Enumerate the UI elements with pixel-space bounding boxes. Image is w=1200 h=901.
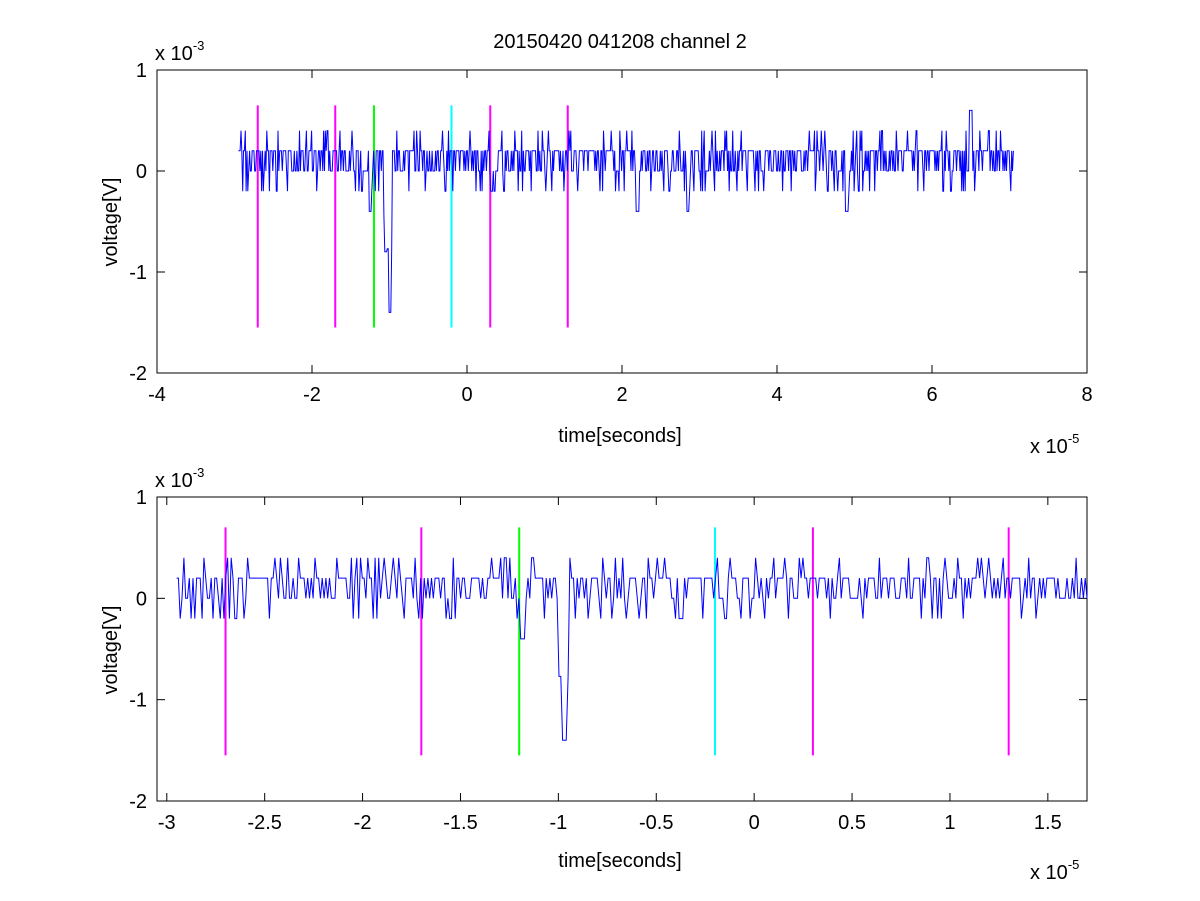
top-plot-ytick-label: 1 — [136, 60, 147, 82]
bottom-plot-x-exponent: x 10-5 — [1030, 857, 1079, 884]
bottom-plot-xlabel: time[seconds] — [558, 850, 681, 872]
bottom-plot-y-exponent: x 10-3 — [155, 465, 204, 492]
bottom-plot-xtick-label: 0 — [749, 812, 760, 834]
top-plot-ticks: -4 -2 0 2 4 6 8-2-101 — [129, 60, 1092, 406]
bottom-plot-ticks: -3 -2.5 -2 -1.5 -1 -0.5 0 0.5 1 1.5 -2 -1 0 1 — [129, 487, 1087, 834]
bottom-plot-xtick-label: 1 — [944, 812, 955, 834]
top-plot-xtick-label: -4 — [148, 384, 166, 406]
bottom-plot-ytick-label: -1 — [129, 690, 147, 712]
top-plot-x-exponent: x 10-5 — [1030, 431, 1079, 458]
top-plot-marker-lines — [256, 105, 569, 328]
bottom-plot-marker-lines — [224, 527, 1010, 756]
top-plot-ytick-label: -1 — [129, 262, 147, 284]
bottom-plot-xtick-label: -1 — [549, 812, 567, 834]
bottom-plot-xtick-label: 1.5 — [1034, 812, 1062, 834]
bottom-plot: -3 -2.5 -2 -1.5 -1 -0.5 0 0.5 1 1.5 -2 -1 0 1 time[se… — [100, 465, 1088, 884]
bottom-plot-xtick-label: -2.5 — [247, 812, 281, 834]
bottom-plot-xtick-label: -0.5 — [639, 812, 673, 834]
top-plot-xtick-label: 6 — [926, 384, 937, 406]
bottom-plot-xtick-label: -3 — [158, 812, 176, 834]
top-plot-signal-line — [238, 109, 1014, 313]
top-plot-ylabel: voltage[V] — [100, 178, 122, 267]
top-plot-ytick-label: 0 — [136, 161, 147, 183]
bottom-plot-axes-box — [156, 496, 1088, 802]
top-plot-ytick-label: -2 — [129, 363, 147, 385]
bottom-plot-ytick-label: -2 — [129, 791, 147, 813]
bottom-plot-xtick-label: 0.5 — [838, 812, 866, 834]
bottom-plot-ylabel: voltage[V] — [100, 606, 122, 695]
top-plot-xtick-label: 4 — [771, 384, 782, 406]
top-plot-xtick-label: 0 — [461, 384, 472, 406]
bottom-plot-signal-line — [176, 557, 1088, 741]
top-plot-xlabel: time[seconds] — [558, 425, 681, 447]
top-plot-xtick-label: -2 — [303, 384, 321, 406]
bottom-plot-xtick-label: -1.5 — [443, 812, 477, 834]
top-plot-xtick-label: 2 — [616, 384, 627, 406]
top-plot-y-exponent: x 10-3 — [155, 38, 204, 65]
bottom-plot-xtick-label: -2 — [354, 812, 372, 834]
top-plot-xtick-label: 8 — [1081, 384, 1092, 406]
top-plot: -4 -2 0 2 4 6 8-2-101 time[seconds] voltage[V]… — [100, 38, 1093, 458]
figure-title: 20150420 041208 channel 2 — [493, 31, 747, 53]
bottom-plot-ytick-label: 1 — [136, 487, 147, 509]
bottom-plot-ytick-label: 0 — [136, 588, 147, 610]
